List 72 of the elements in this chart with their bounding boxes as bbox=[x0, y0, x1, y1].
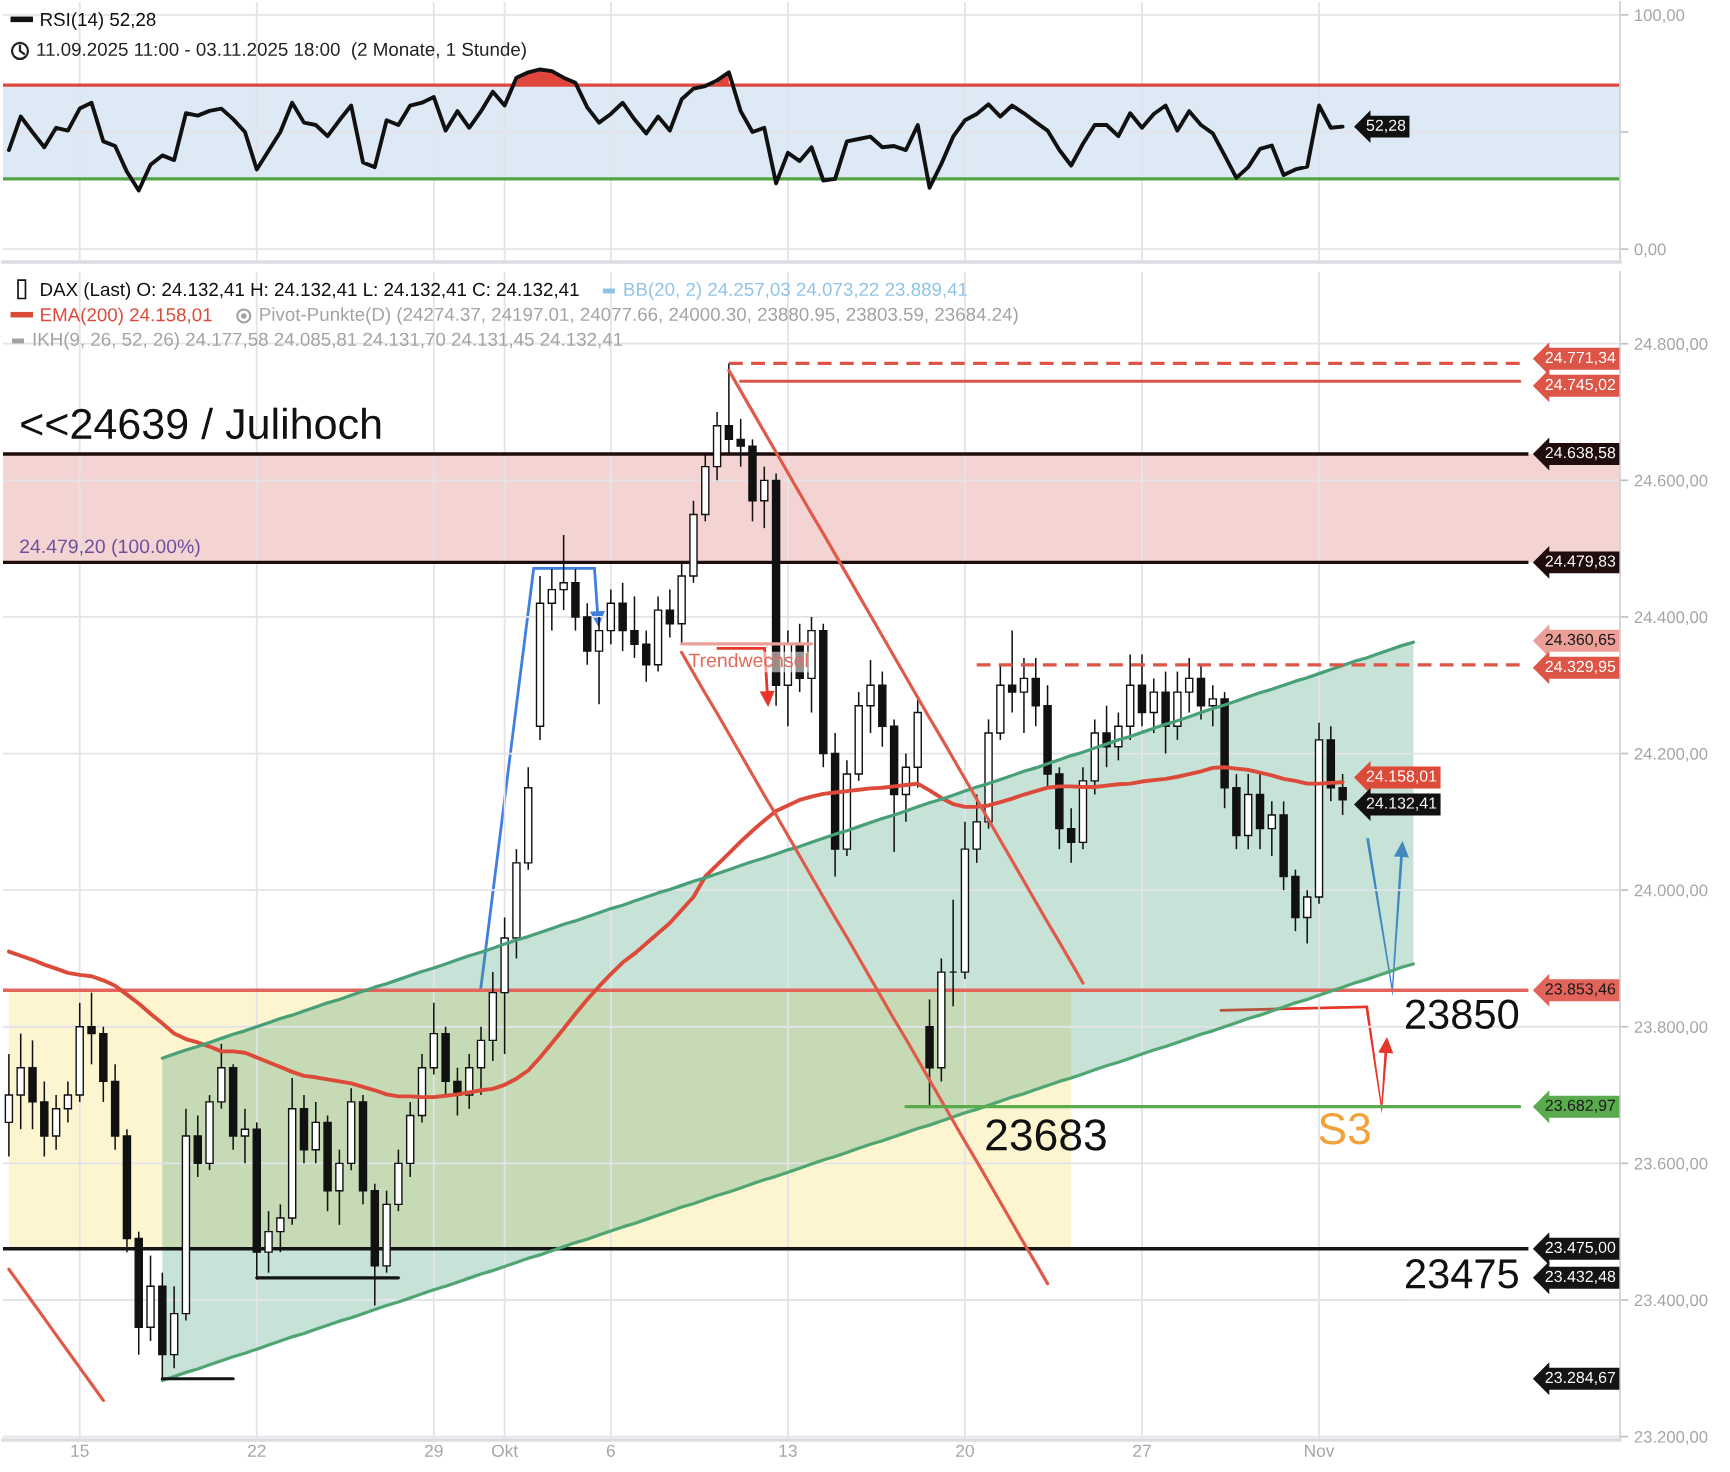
y-tick-label: 0,00 bbox=[1634, 243, 1666, 258]
candlestick bbox=[1338, 773, 1347, 816]
data-label: 24.329,95 bbox=[1545, 660, 1616, 674]
candlestick bbox=[760, 465, 769, 529]
annotation: 23475 bbox=[1405, 1259, 1519, 1289]
y-tick-label: 24.400,00 bbox=[1634, 611, 1708, 626]
data-label: 24.745,02 bbox=[1545, 378, 1616, 392]
y-tick-label: 24.000,00 bbox=[1634, 884, 1708, 899]
x-tick-label: 20 bbox=[956, 1444, 974, 1457]
x-tick-label: 22 bbox=[247, 1444, 266, 1457]
y-tick-label: 23.200,00 bbox=[1634, 1430, 1708, 1445]
y-tick-label: 24.800,00 bbox=[1634, 338, 1708, 352]
annotation: 11.09.2025 11:00 - 03.11.2025 18:00 (2 Monate, 1 Stunde) bbox=[37, 42, 526, 60]
text: 24.360,65 bbox=[1545, 633, 1616, 647]
candlestick bbox=[547, 568, 557, 632]
y-tick-label: 23.800,00 bbox=[1634, 1021, 1708, 1035]
y-tick-label: 24.200,00 bbox=[1634, 747, 1708, 762]
candlestick bbox=[1019, 657, 1029, 734]
candlestick bbox=[866, 659, 875, 734]
candlestick bbox=[642, 629, 651, 683]
candlestick bbox=[63, 1080, 73, 1124]
y-tick-label: 24.600,00 bbox=[1634, 474, 1708, 489]
annotation: 24.479,20 (100.00%) bbox=[20, 538, 200, 558]
candlestick bbox=[1184, 657, 1194, 714]
x-tick-label: Nov bbox=[1305, 1444, 1335, 1457]
annotation: BB(20, 2) 24.257,03 24.073,22 23.889,41 bbox=[624, 282, 968, 300]
annotation: Pivot-Punkte(D) (24274.37, 24197.01, 24077.66, 24000.30, 23880.95, 23803.59, 23684.24) bbox=[260, 307, 1018, 325]
candlestick bbox=[630, 595, 639, 659]
data-label: 24.158,01 bbox=[1366, 770, 1437, 784]
candlestick bbox=[736, 418, 745, 468]
candlestick bbox=[1208, 684, 1218, 727]
candlestick bbox=[1149, 677, 1159, 734]
legend-label: RSI(14) 52,28 bbox=[41, 12, 156, 30]
annotation: 23683 bbox=[986, 1119, 1106, 1151]
candlestick bbox=[1066, 807, 1076, 864]
candlestick bbox=[1302, 889, 1312, 945]
ref-line-label: 23.853,46 bbox=[1545, 983, 1616, 997]
annotation: S3 bbox=[1319, 1113, 1370, 1145]
candlestick bbox=[559, 534, 568, 611]
candlestick bbox=[1267, 800, 1277, 857]
candlestick bbox=[665, 588, 675, 639]
line-series bbox=[7, 1267, 105, 1402]
ref-line-label: 23.475,00 bbox=[1545, 1241, 1616, 1255]
y-tick-label: 100,00 bbox=[1635, 9, 1685, 24]
ref-line-label: 24.479,83 bbox=[1545, 555, 1616, 569]
text: 24.132,41 bbox=[1366, 797, 1437, 811]
legend-label: DAX (Last) O: 24.132,41 H: 24.132,41 L: 24.132,41 C: 24.132,41 bbox=[41, 282, 579, 300]
candlestick bbox=[724, 362, 734, 454]
annotation: 23850 bbox=[1405, 999, 1519, 1030]
annotation: <<24639 / Julihoch bbox=[21, 407, 381, 440]
line-series bbox=[6, 765, 1345, 1100]
legend-label: EMA(200) 24.158,01 bbox=[41, 307, 212, 326]
data-label: 52,28 bbox=[1366, 119, 1406, 133]
annotation: IKH(9, 26, 52, 26) 24.177,58 24.085,81 24.131,70 24.131,45 24.132,41 bbox=[33, 332, 623, 350]
y-tick-label: 23.600,00 bbox=[1634, 1157, 1708, 1172]
x-tick-label: 13 bbox=[779, 1444, 797, 1457]
x-tick-label: Okt bbox=[491, 1444, 518, 1457]
y-tick-label: 23.400,00 bbox=[1634, 1294, 1708, 1309]
x-tick-label: 27 bbox=[1133, 1444, 1151, 1457]
ref-line-label: 24.638,58 bbox=[1545, 446, 1616, 461]
x-tick-label: 15 bbox=[71, 1444, 89, 1457]
x-tick-label: 6 bbox=[606, 1444, 615, 1457]
candlestick bbox=[594, 616, 604, 706]
candlestick bbox=[240, 1107, 250, 1165]
line-series bbox=[6, 67, 1345, 193]
candlestick bbox=[1007, 629, 1017, 714]
data-label: 24.771,34 bbox=[1545, 351, 1616, 365]
text: 23.432,48 bbox=[1545, 1270, 1616, 1284]
data-label: 23.682,97 bbox=[1545, 1099, 1616, 1113]
text: 23.284,67 bbox=[1545, 1371, 1616, 1385]
candlestick bbox=[87, 991, 96, 1066]
x-tick-label: 29 bbox=[425, 1444, 443, 1457]
